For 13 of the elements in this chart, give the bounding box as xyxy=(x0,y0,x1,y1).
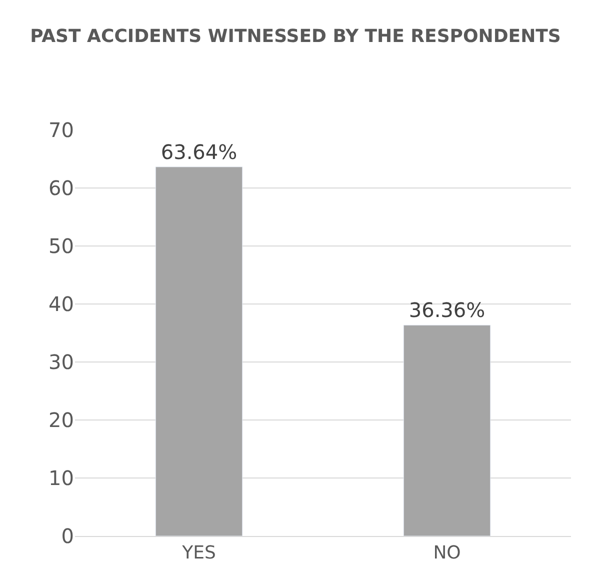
y-tick-label: 50 xyxy=(48,234,74,258)
chart-title: PAST ACCIDENTS WITNESSED BY THE RESPONDENTS xyxy=(30,26,561,47)
y-tick-label: 20 xyxy=(48,408,74,432)
y-tick-label: 30 xyxy=(48,350,74,374)
y-tick-label: 60 xyxy=(48,176,74,200)
x-tick-label: YES xyxy=(181,542,216,564)
y-tick-label: 70 xyxy=(48,118,74,142)
y-tick-label: 40 xyxy=(48,292,74,316)
y-tick-label: 10 xyxy=(48,466,74,490)
x-tick-label: NO xyxy=(433,542,461,564)
data-label: 36.36% xyxy=(408,298,486,322)
y-tick-label: 0 xyxy=(61,524,74,548)
data-label: 63.64% xyxy=(160,140,238,164)
